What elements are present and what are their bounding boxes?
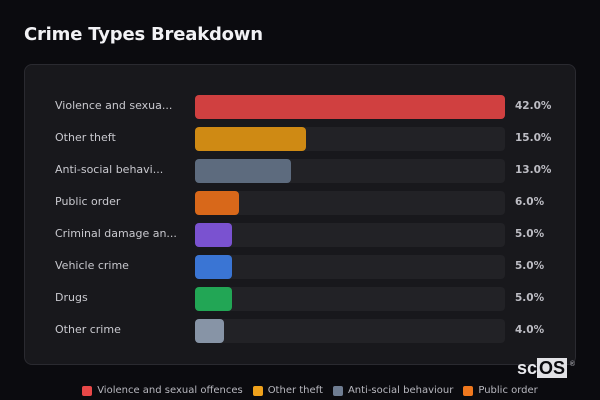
legend-item[interactable]: Anti-social behaviour <box>332 385 454 396</box>
bar-label: Criminal damage an... <box>55 227 177 240</box>
bar-track <box>195 255 505 279</box>
bar-value: 13.0% <box>515 164 552 176</box>
bar-value: 42.0% <box>515 100 552 112</box>
bar-row: Criminal damage an... 5.0% <box>25 223 575 247</box>
logo-prefix: sc <box>517 358 538 378</box>
legend-swatch-icon <box>82 385 93 396</box>
bar-fill[interactable] <box>195 223 232 247</box>
bar-row: Anti-social behavi... 13.0% <box>25 159 575 183</box>
bar-value: 5.0% <box>515 228 545 240</box>
bar-fill[interactable] <box>195 255 232 279</box>
bar-label: Other theft <box>55 131 116 144</box>
bar-label: Drugs <box>55 291 88 304</box>
bar-label: Public order <box>55 195 121 208</box>
bar-label: Vehicle crime <box>55 259 129 272</box>
bar-track <box>195 159 505 183</box>
bar-value: 4.0% <box>515 324 545 336</box>
bar-value: 15.0% <box>515 132 552 144</box>
legend-item[interactable]: Public order <box>463 385 538 396</box>
bar-label: Violence and sexua... <box>55 99 173 112</box>
legend-label: Violence and sexual offences <box>97 385 243 396</box>
bar-fill[interactable] <box>195 287 232 311</box>
bar-label: Anti-social behavi... <box>55 163 164 176</box>
legend-item[interactable]: Other theft <box>252 385 323 396</box>
bar-track <box>195 127 505 151</box>
legend-item[interactable]: Violence and sexual offences <box>82 385 243 396</box>
bar-fill[interactable] <box>195 191 240 215</box>
bar-track <box>195 95 505 119</box>
bar-fill[interactable] <box>195 127 306 151</box>
bar-fill[interactable] <box>195 319 225 343</box>
legend-swatch-icon <box>252 385 263 396</box>
scos-logo: sc OS ® <box>517 358 575 378</box>
logo-highlight: OS <box>537 358 568 378</box>
bar-row: Public order 6.0% <box>25 191 575 215</box>
legend-label: Public order <box>478 385 538 396</box>
legend-swatch-icon <box>463 385 474 396</box>
chart-card: Violence and sexua... 42.0% Other theft … <box>24 64 576 365</box>
bar-fill[interactable] <box>195 95 505 119</box>
bar-track <box>195 223 505 247</box>
bar-track <box>195 191 505 215</box>
bar-label: Other crime <box>55 323 121 336</box>
bar-row: Other crime 4.0% <box>25 319 575 343</box>
bar-value: 5.0% <box>515 260 545 272</box>
legend-label: Other theft <box>267 385 323 396</box>
bar-row: Violence and sexua... 42.0% <box>25 95 575 119</box>
chart-title: Crime Types Breakdown <box>24 24 263 45</box>
bar-value: 6.0% <box>515 196 545 208</box>
legend-label: Anti-social behaviour <box>347 385 454 396</box>
bar-track <box>195 287 505 311</box>
bar-row: Vehicle crime 5.0% <box>25 255 575 279</box>
legend-swatch-icon <box>332 385 343 396</box>
registered-mark: ® <box>569 361 576 368</box>
bar-fill[interactable] <box>195 159 292 183</box>
bar-track <box>195 319 505 343</box>
chart-legend: Violence and sexual offences Other theft… <box>0 385 600 396</box>
bar-value: 5.0% <box>515 292 545 304</box>
bar-row: Drugs 5.0% <box>25 287 575 311</box>
bar-row: Other theft 15.0% <box>25 127 575 151</box>
